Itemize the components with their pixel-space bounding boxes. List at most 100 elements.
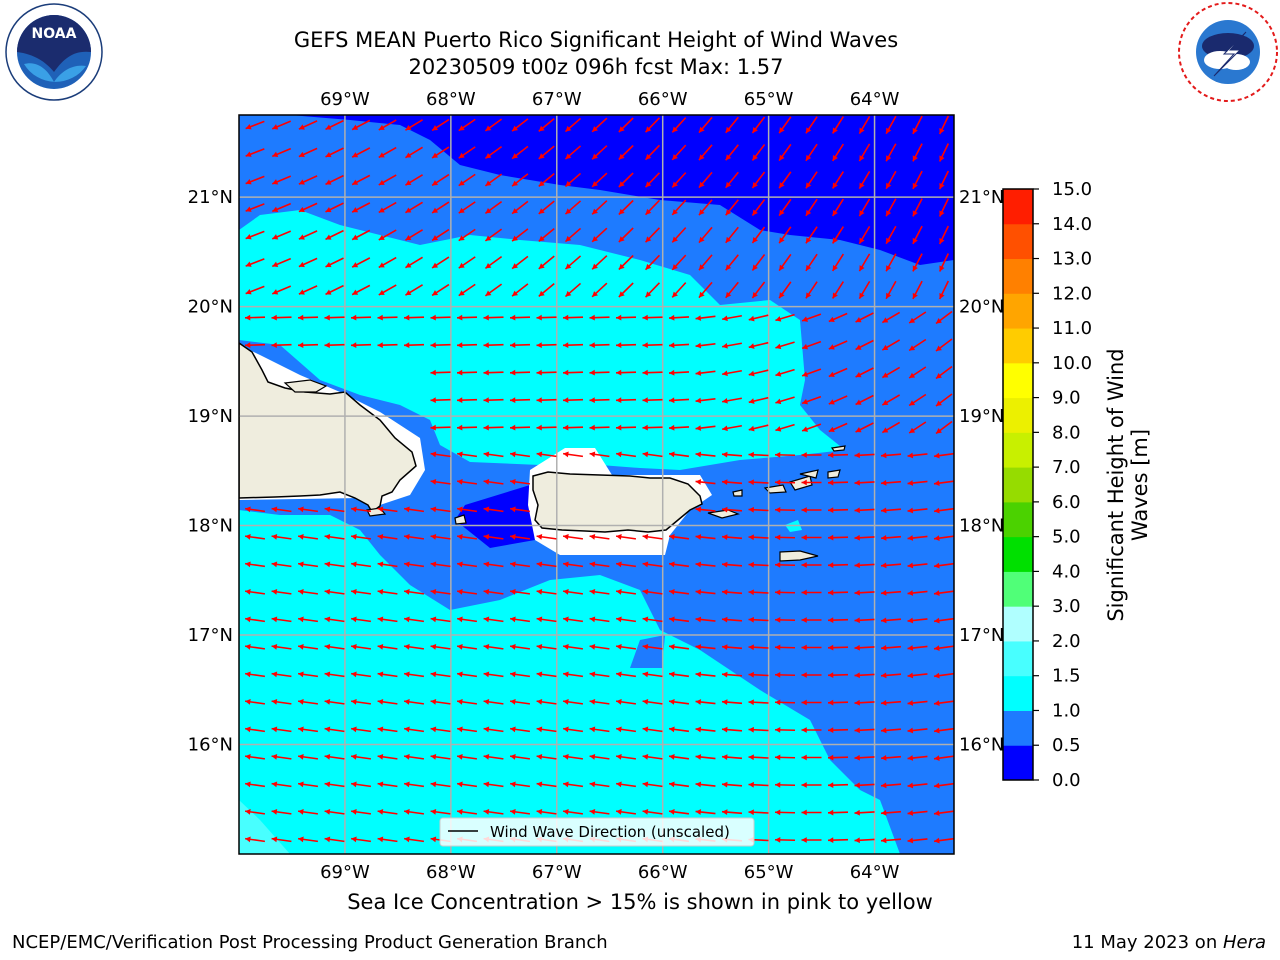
wave-direction-arrow: [589, 342, 610, 349]
wave-direction-arrow: [511, 118, 529, 132]
wave-direction-arrow: [325, 229, 344, 241]
wave-direction-arrow: [642, 781, 663, 788]
wave-direction-arrow: [912, 143, 923, 162]
wave-direction-arrow: [297, 342, 319, 349]
wave-direction-arrow: [244, 753, 266, 760]
wave-direction-arrow: [615, 397, 637, 404]
wave-direction-arrow: [912, 253, 923, 272]
wave-direction-arrow: [324, 808, 345, 815]
wave-direction-arrow: [403, 588, 425, 595]
wave-direction-arrow: [591, 227, 608, 243]
wave-direction-arrow: [828, 395, 848, 405]
wave-direction-arrow: [831, 116, 845, 134]
wave-direction-arrow: [350, 616, 372, 623]
wave-direction-arrow: [775, 341, 795, 350]
wave-direction-arrow: [430, 533, 451, 540]
colorbar-tick-label-13: 11.0: [1052, 318, 1092, 339]
wave-direction-arrow: [324, 836, 345, 843]
wave-direction-arrow: [405, 229, 423, 241]
wave-direction-arrow: [456, 478, 478, 485]
wave-direction-arrow: [668, 451, 690, 458]
wave-direction-arrow: [350, 836, 372, 843]
wave-direction-arrow: [483, 588, 504, 595]
lon-label-top-1: 68°W: [426, 89, 476, 110]
wave-direction-arrow: [880, 535, 902, 541]
wave-direction-arrow: [805, 226, 818, 244]
wave-direction-arrow: [827, 479, 849, 486]
wave-direction-arrow: [935, 338, 953, 352]
colorbar-tick-label-1: 0.5: [1052, 735, 1081, 756]
wave-direction-arrow: [244, 836, 266, 843]
wave-direction-arrow: [801, 782, 822, 788]
wave-direction-arrow: [642, 397, 663, 404]
wave-direction-arrow: [854, 507, 875, 514]
wave-direction-arrow: [509, 643, 531, 650]
wave-direction-arrow: [912, 225, 923, 245]
wave-direction-arrow: [431, 146, 450, 159]
wave-direction-arrow: [858, 253, 871, 272]
wave-direction-arrow: [668, 342, 690, 349]
wave-direction-arrow: [748, 479, 769, 486]
wave-direction-arrow: [297, 836, 319, 843]
wave-direction-arrow: [324, 753, 345, 760]
wave-direction-arrow: [405, 284, 423, 296]
wave-direction-arrow: [831, 143, 845, 162]
wave-direction-arrow: [748, 644, 769, 651]
lon-label-top-4: 65°W: [744, 89, 794, 110]
wave-direction-arrow: [536, 533, 557, 540]
wave-direction-arrow: [509, 726, 531, 733]
wave-direction-arrow: [827, 672, 849, 679]
wave-direction-arrow: [244, 506, 266, 513]
wave-direction-arrow: [668, 809, 690, 815]
wave-direction-arrow: [562, 753, 584, 760]
legend-label: Wind Wave Direction (unscaled): [490, 823, 730, 841]
wave-direction-arrow: [244, 616, 266, 623]
wave-direction-arrow: [642, 808, 663, 815]
wave-direction-arrow: [430, 506, 451, 513]
wave-direction-arrow: [431, 201, 450, 214]
wave-direction-arrow: [907, 810, 928, 816]
wave-direction-arrow: [725, 281, 739, 299]
wave-direction-arrow: [509, 616, 531, 623]
wave-direction-arrow: [244, 643, 266, 650]
wave-direction-arrow: [725, 116, 739, 134]
wave-direction-arrow: [642, 424, 663, 431]
footer-host: Hera: [1222, 932, 1266, 953]
wave-direction-arrow: [778, 198, 792, 217]
wave-direction-arrow: [271, 120, 292, 130]
wave-direction-arrow: [668, 534, 690, 540]
wave-direction-arrow: [725, 254, 739, 271]
wave-direction-arrow: [644, 227, 661, 243]
wave-direction-arrow: [935, 393, 953, 407]
wave-direction-arrow: [403, 506, 425, 513]
wave-direction-arrow: [935, 420, 953, 435]
wave-direction-arrow: [668, 616, 690, 623]
wave-direction-arrow: [431, 283, 450, 297]
wave-direction-arrow: [271, 257, 292, 268]
wave-direction-arrow: [483, 478, 504, 485]
wave-direction-arrow: [854, 837, 875, 844]
lon-label-top-3: 66°W: [638, 89, 688, 110]
wave-direction-arrow: [378, 201, 397, 214]
wave-direction-arrow: [695, 315, 716, 321]
wave-band-1.5-2.0: [239, 800, 290, 854]
wave-direction-arrow: [855, 422, 874, 433]
wave-direction-arrow: [589, 671, 610, 678]
wave-direction-arrow: [297, 671, 319, 678]
mona-island: [454, 514, 467, 525]
wave-direction-arrow: [671, 254, 687, 271]
chart-subtitle: 20230509 t00z 096h fcst Max: 1.57: [408, 55, 784, 79]
wave-direction-arrow: [511, 200, 529, 215]
wave-direction-arrow: [325, 202, 344, 213]
wave-direction-arrow: [324, 781, 345, 788]
wave-direction-arrow: [591, 145, 608, 160]
wave-direction-arrow: [695, 451, 716, 458]
wave-direction-arrow: [456, 726, 478, 733]
wave-direction-arrow: [483, 781, 504, 788]
wave-direction-arrow: [831, 281, 845, 299]
wave-direction-arrow: [805, 198, 818, 217]
wave-direction-arrow: [589, 533, 610, 540]
wave-direction-arrow: [244, 588, 266, 595]
wave-direction-arrow: [858, 143, 871, 162]
wave-direction-arrow: [589, 451, 610, 458]
